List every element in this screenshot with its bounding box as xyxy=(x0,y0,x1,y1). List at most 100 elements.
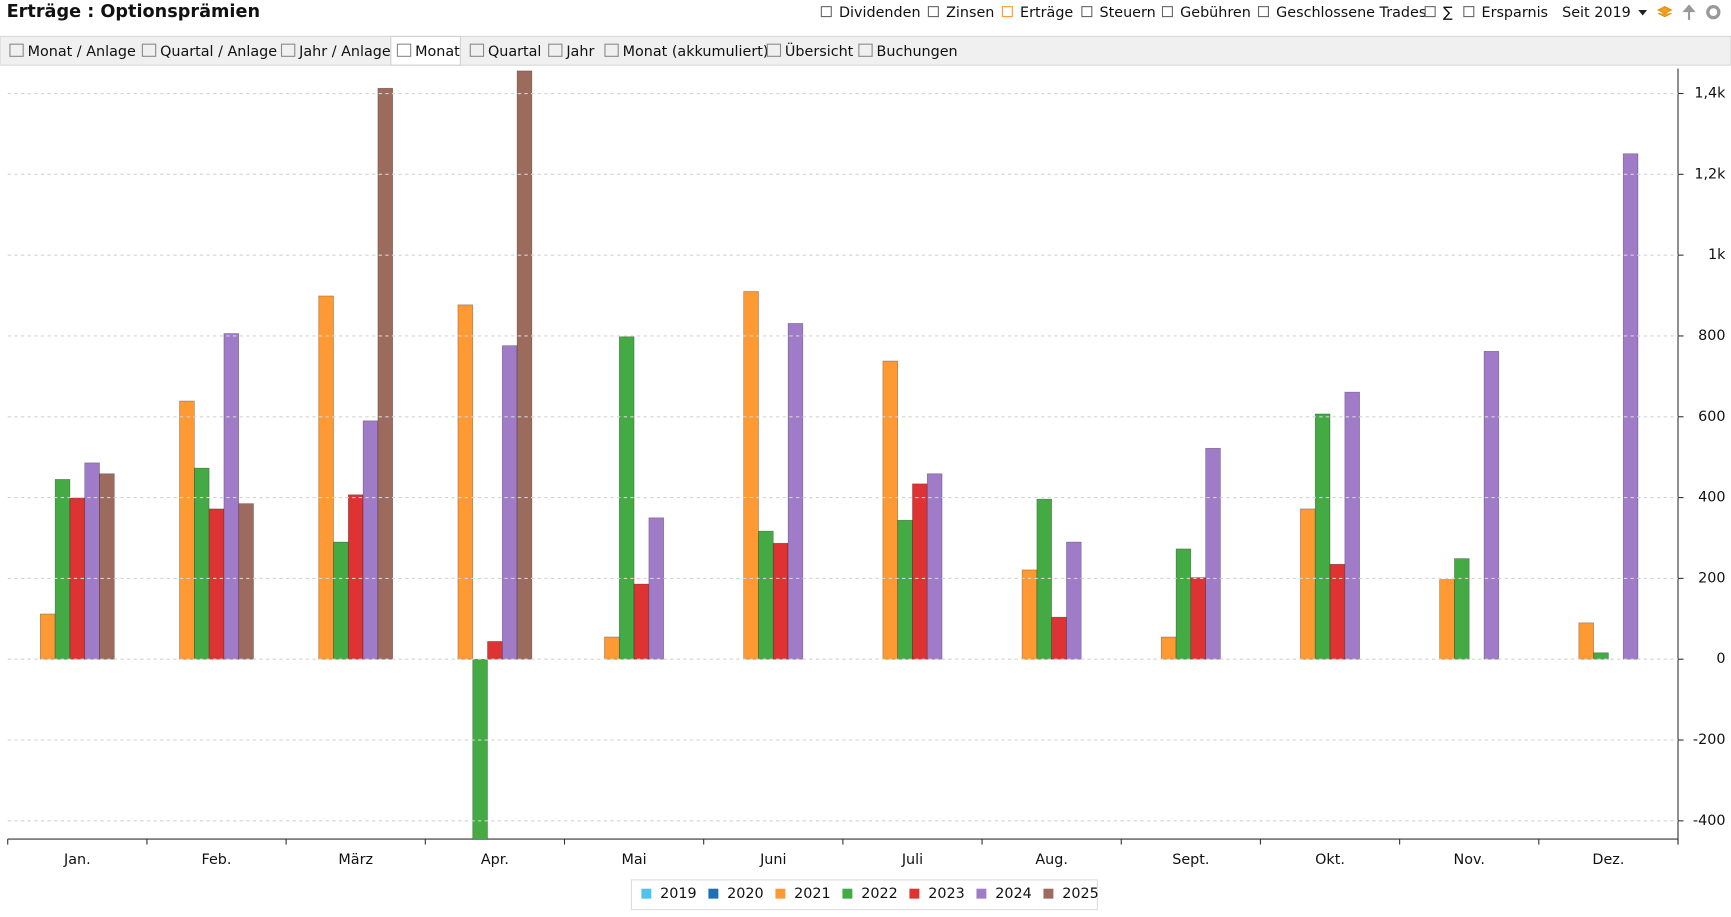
bar xyxy=(633,583,650,660)
bar xyxy=(1175,548,1192,660)
bar xyxy=(787,323,804,660)
y-tick-label: -200 xyxy=(1693,732,1726,748)
filter-label[interactable]: Ersparnis xyxy=(1482,5,1549,21)
x-tick-label: Apr. xyxy=(481,852,509,868)
bar xyxy=(54,479,71,660)
y-tick-label: 400 xyxy=(1698,490,1725,506)
bar xyxy=(926,473,943,660)
bar xyxy=(457,304,474,660)
export-icon[interactable] xyxy=(1682,4,1696,20)
tab-icon[interactable] xyxy=(858,43,873,57)
tab[interactable]: Buchungen xyxy=(877,44,958,60)
x-tick-label: Nov. xyxy=(1453,852,1484,868)
legend-swatch xyxy=(1043,888,1054,899)
bar xyxy=(179,400,195,660)
filter-checkbox[interactable] xyxy=(1463,6,1475,18)
y-tick-label: 1,2k xyxy=(1694,166,1726,182)
bar xyxy=(516,70,533,660)
y-tick-label: 800 xyxy=(1698,328,1725,344)
x-tick-label: März xyxy=(338,852,373,868)
y-tick-label: 1,4k xyxy=(1694,86,1726,102)
y-tick-label: 600 xyxy=(1698,409,1725,425)
filter-checkbox[interactable] xyxy=(1424,6,1436,18)
bar xyxy=(333,541,349,660)
x-tick-label: Juli xyxy=(901,852,923,868)
bar xyxy=(1300,508,1316,660)
legend-label[interactable]: 2025 xyxy=(1062,886,1099,902)
tab[interactable]: Jahr xyxy=(565,44,594,60)
bar xyxy=(472,658,488,840)
filter-checkbox[interactable] xyxy=(1257,6,1269,18)
filter-label[interactable]: Steuern xyxy=(1100,5,1156,21)
filter-checkbox[interactable] xyxy=(1161,6,1173,18)
tab[interactable]: Jahr / Anlage xyxy=(298,44,391,60)
bar xyxy=(1344,391,1360,660)
bar xyxy=(1454,558,1470,660)
y-tick-label: 200 xyxy=(1698,570,1725,586)
filter-checkbox[interactable] xyxy=(820,6,832,18)
tab-icon[interactable] xyxy=(604,43,619,57)
tab[interactable]: Monat (akkumuliert) xyxy=(623,44,769,60)
x-tick-label: Dez. xyxy=(1592,852,1624,868)
tab-icon[interactable] xyxy=(9,43,24,57)
bar xyxy=(40,613,56,660)
bar xyxy=(1329,563,1346,660)
bar xyxy=(1593,652,1609,660)
legend-label[interactable]: 2021 xyxy=(794,886,831,902)
bar xyxy=(1190,577,1206,660)
x-tick-label: Jan. xyxy=(63,852,91,868)
bar xyxy=(1051,616,1067,660)
legend-swatch xyxy=(842,888,853,899)
layers-icon[interactable] xyxy=(1656,6,1673,18)
filter-checkbox[interactable] xyxy=(1081,6,1093,18)
filter-label[interactable]: Gebühren xyxy=(1180,5,1251,21)
bar xyxy=(743,291,759,660)
filter-label[interactable]: Zinsen xyxy=(946,5,994,21)
period-select[interactable]: Seit 2019 xyxy=(1562,5,1631,21)
tab[interactable]: Monat / Anlage xyxy=(28,44,136,60)
bar xyxy=(1160,636,1177,660)
tab-icon[interactable] xyxy=(280,43,296,57)
legend-label[interactable]: 2022 xyxy=(861,886,898,902)
legend-swatch xyxy=(775,888,786,899)
legend-swatch xyxy=(641,888,652,899)
filter-checkbox[interactable] xyxy=(1001,6,1013,18)
y-tick-label: 0 xyxy=(1716,651,1725,667)
bar xyxy=(912,483,928,660)
bar xyxy=(897,519,913,660)
y-tick-label: 1k xyxy=(1708,247,1726,263)
x-tick-label: Juni xyxy=(759,852,786,868)
bar xyxy=(772,542,789,660)
tab[interactable]: Übersicht xyxy=(785,42,854,60)
bar xyxy=(1021,569,1038,660)
filter-label[interactable]: Geschlossene Trades xyxy=(1276,5,1426,21)
x-tick-label: Mai xyxy=(622,852,647,868)
tab-icon[interactable] xyxy=(396,43,412,57)
tab-icon[interactable] xyxy=(141,43,157,57)
legend-swatch xyxy=(708,888,719,899)
legend-swatch xyxy=(976,888,987,899)
filter-label[interactable]: ∑ xyxy=(1443,5,1453,21)
settings-icon[interactable] xyxy=(1706,4,1721,20)
tab[interactable]: Quartal / Anlage xyxy=(160,44,277,60)
filter-label[interactable]: Erträge xyxy=(1020,5,1073,21)
filter-label[interactable]: Dividenden xyxy=(839,5,921,21)
chart-title: Erträge : Optionsprämien xyxy=(7,2,260,22)
dropdown-arrow[interactable] xyxy=(1638,9,1648,16)
tab-icon[interactable] xyxy=(766,43,782,57)
x-tick-label: Feb. xyxy=(202,852,232,868)
bar xyxy=(758,530,774,660)
legend-label[interactable]: 2023 xyxy=(928,886,965,902)
legend-label[interactable]: 2019 xyxy=(660,886,697,902)
tab-icon[interactable] xyxy=(548,43,563,57)
bar xyxy=(208,508,225,660)
filter-checkbox[interactable] xyxy=(927,6,939,18)
bar xyxy=(1439,579,1455,660)
tab[interactable]: Monat xyxy=(415,44,460,60)
tab-icon[interactable] xyxy=(469,43,485,57)
tab[interactable]: Quartal xyxy=(488,44,541,60)
x-tick-label: Okt. xyxy=(1315,852,1345,868)
legend-label[interactable]: 2020 xyxy=(727,886,764,902)
legend-label[interactable]: 2024 xyxy=(995,886,1032,902)
